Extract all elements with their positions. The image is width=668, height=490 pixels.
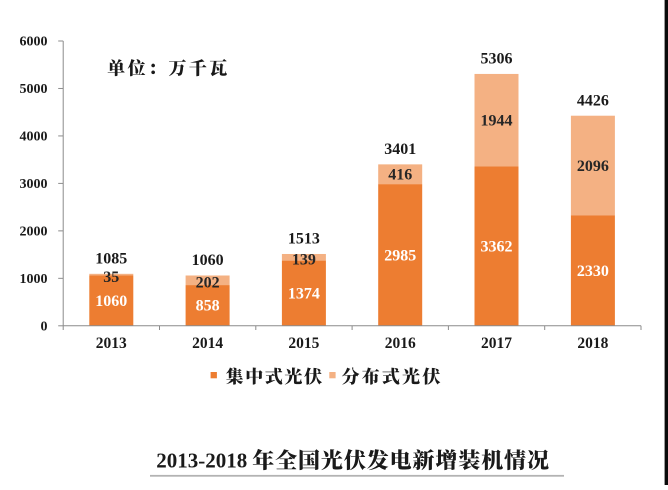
svg-text:2013-2018: 2013-2018 — [156, 449, 247, 473]
svg-text:1374: 1374 — [288, 285, 320, 302]
svg-text:3000: 3000 — [20, 177, 48, 192]
svg-text:416: 416 — [388, 167, 412, 184]
svg-text:2985: 2985 — [384, 247, 416, 264]
svg-text:0: 0 — [41, 319, 48, 334]
svg-text:2015: 2015 — [288, 335, 319, 352]
svg-text:3401: 3401 — [384, 141, 416, 158]
svg-text:1085: 1085 — [95, 251, 127, 268]
svg-text:2018: 2018 — [577, 335, 608, 352]
svg-text:35: 35 — [103, 269, 119, 286]
svg-text:202: 202 — [196, 275, 220, 292]
svg-text:139: 139 — [292, 252, 316, 269]
svg-text:2014: 2014 — [192, 335, 223, 352]
svg-text:1060: 1060 — [95, 293, 127, 310]
svg-text:1000: 1000 — [20, 272, 48, 287]
svg-text:2017: 2017 — [481, 335, 512, 352]
svg-text:1513: 1513 — [288, 231, 320, 248]
svg-text:2000: 2000 — [20, 224, 48, 239]
svg-text:1944: 1944 — [481, 112, 513, 129]
svg-text:2016: 2016 — [385, 335, 416, 352]
svg-text:2330: 2330 — [577, 263, 609, 280]
svg-text:3362: 3362 — [481, 238, 513, 255]
svg-text:5000: 5000 — [20, 82, 48, 97]
svg-text:2096: 2096 — [577, 158, 609, 175]
svg-text:4426: 4426 — [577, 92, 609, 109]
svg-text:6000: 6000 — [20, 35, 48, 50]
svg-text:2013: 2013 — [96, 335, 127, 352]
svg-text:4000: 4000 — [20, 130, 48, 145]
svg-text:5306: 5306 — [481, 51, 513, 68]
svg-text:1060: 1060 — [192, 252, 224, 269]
svg-text:858: 858 — [196, 298, 220, 315]
